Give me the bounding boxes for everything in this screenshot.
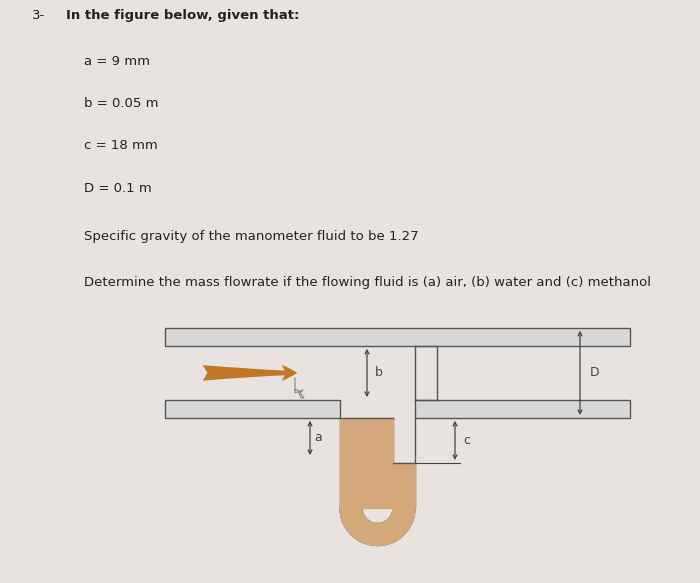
Polygon shape — [362, 418, 393, 508]
Bar — [415, 400, 630, 418]
Bar — [165, 328, 630, 346]
Text: 3-: 3- — [32, 9, 45, 22]
Text: a = 9 mm: a = 9 mm — [84, 55, 150, 68]
Polygon shape — [340, 508, 415, 546]
Text: c = 18 mm: c = 18 mm — [84, 139, 158, 152]
Text: c: c — [463, 434, 470, 447]
Polygon shape — [340, 418, 362, 508]
Text: In the figure below, given that:: In the figure below, given that: — [66, 9, 300, 22]
Text: a: a — [314, 431, 322, 444]
Text: b = 0.05 m: b = 0.05 m — [84, 97, 158, 110]
Text: D = 0.1 m: D = 0.1 m — [84, 182, 152, 195]
Text: Determine the mass flowrate if the flowing fluid is (a) air, (b) water and (c) m: Determine the mass flowrate if the flowi… — [84, 276, 651, 289]
Text: Specific gravity of the manometer fluid to be 1.27: Specific gravity of the manometer fluid … — [84, 230, 419, 243]
Polygon shape — [393, 463, 415, 508]
Bar — [165, 400, 340, 418]
Text: D: D — [590, 366, 600, 380]
Text: b: b — [375, 366, 383, 380]
